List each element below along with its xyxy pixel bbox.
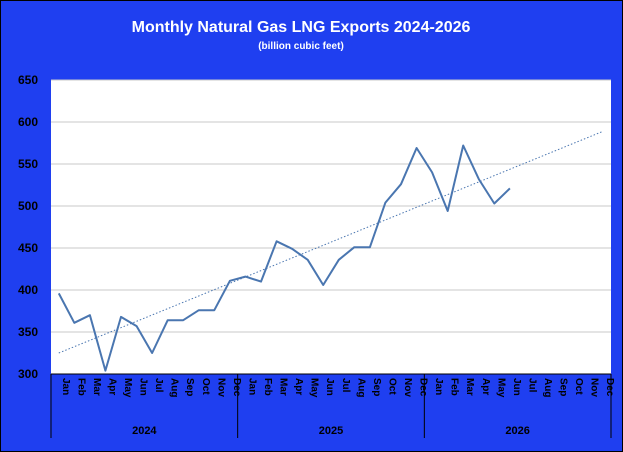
x-tick-label: Apr [106,378,117,395]
x-tick-label: Mar [91,378,102,396]
y-axis-ticks: 300 350 400 450 500 550 600 650 [18,73,38,381]
x-tick-label: Dec [231,378,242,397]
x-tick-label: Oct [573,378,584,395]
x-tick-label: Dec [604,378,615,397]
x-tick-label: Aug [355,378,366,397]
y-tick-label: 500 [18,199,38,213]
x-tick-label: Sep [558,378,569,396]
x-tick-label: May [309,378,320,398]
x-tick-label: Jul [526,378,537,393]
x-tick-label: Jul [153,378,164,393]
x-tick-label: Feb [262,378,273,396]
x-tick-label: Apr [480,378,491,395]
x-tick-label: Oct [386,378,397,395]
x-tick-label: Jan [60,378,71,395]
y-tick-label: 450 [18,241,38,255]
grid-lines [51,79,611,375]
chart-title: Monthly Natural Gas LNG Exports 2024-202… [132,19,471,36]
x-axis-year-labels: 2024 2025 2026 [50,374,612,438]
plot-area [51,80,611,374]
x-tick-label: Jun [324,378,335,396]
y-tick-label: 400 [18,283,38,297]
x-tick-label: Aug [169,378,180,397]
x-tick-label: Feb [449,378,460,396]
x-tick-label: May [495,378,506,398]
x-tick-label: Jun [511,378,522,396]
x-tick-label: Nov [589,378,600,397]
y-tick-label: 650 [18,73,38,87]
x-tick-label: Nov [215,378,226,397]
x-tick-label: May [122,378,133,398]
year-label: 2024 [132,425,157,437]
x-tick-label: Oct [200,378,211,395]
x-tick-label: Feb [75,378,86,396]
y-tick-label: 350 [18,325,38,339]
x-tick-label: Mar [278,378,289,396]
x-tick-label: Jun [138,378,149,396]
x-axis-month-labels: Jan Feb Mar Apr May Jun Jul Aug Sep Oct Nov Dec Jan F… [60,378,615,398]
x-tick-label: Jan [246,378,257,395]
year-label: 2025 [319,425,343,437]
year-label: 2026 [505,425,529,437]
x-tick-label: Mar [464,378,475,396]
chart-subtitle: (billion cubic feet) [258,41,344,52]
x-tick-label: Aug [542,378,553,397]
y-tick-label: 550 [18,157,38,171]
x-tick-label: Jul [340,378,351,393]
series-line-lng-exports [57,144,511,372]
y-tick-label: 300 [18,367,38,381]
x-tick-label: Sep [184,378,195,396]
x-tick-label: Jan [433,378,444,395]
y-tick-label: 600 [18,115,38,129]
x-tick-label: Apr [293,378,304,395]
x-tick-label: Dec [418,378,429,397]
x-tick-label: Sep [371,378,382,396]
x-tick-label: Nov [402,378,413,397]
